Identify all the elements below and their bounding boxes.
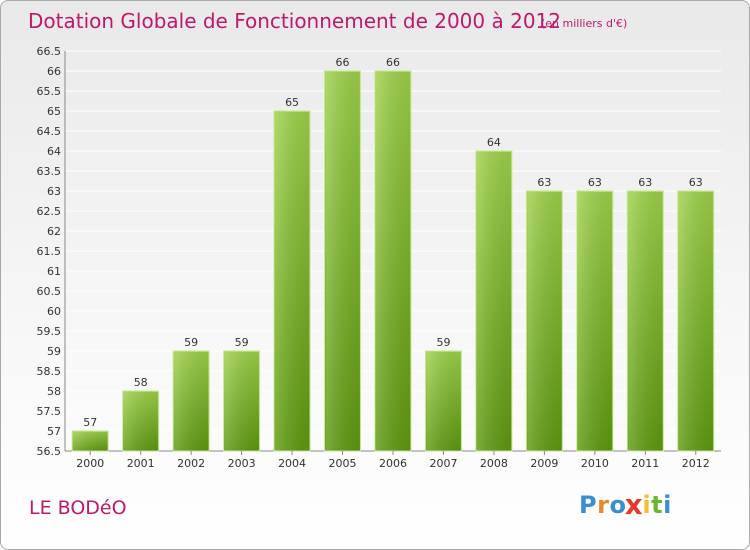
y-tick-label: 63	[47, 185, 61, 198]
y-tick-label: 62	[47, 225, 61, 238]
x-tick-label: 2009	[530, 457, 558, 470]
data-label: 59	[184, 336, 198, 349]
logo-letter: t	[651, 491, 664, 519]
y-tick-label: 59.5	[37, 325, 62, 338]
bar-shade	[678, 192, 713, 451]
logo-letter: x	[625, 488, 644, 522]
x-tick-label: 2011	[631, 457, 659, 470]
y-tick-label: 65	[47, 105, 61, 118]
logo-letter: i	[663, 491, 672, 519]
y-tick-label: 58.5	[37, 365, 62, 378]
chart-title: Dotation Globale de Fonctionnement de 20…	[28, 9, 561, 33]
proxiti-logo: Proxiti	[579, 488, 672, 522]
x-tick-label: 2008	[480, 457, 508, 470]
y-tick-label: 59	[47, 345, 61, 358]
bar-shade	[174, 352, 209, 451]
y-tick-label: 62.5	[37, 205, 62, 218]
chart-unit: (en milliers d'€)	[541, 17, 628, 30]
data-label: 63	[638, 176, 652, 189]
y-tick-label: 63.5	[37, 165, 62, 178]
logo-letter: P	[579, 491, 598, 519]
logo-letter: r	[597, 491, 610, 519]
y-tick-label: 64	[47, 145, 61, 158]
data-label: 59	[436, 336, 450, 349]
data-label: 58	[134, 376, 148, 389]
x-tick-label: 2010	[581, 457, 609, 470]
bar-shade	[577, 192, 612, 451]
data-label: 63	[689, 176, 703, 189]
x-tick-label: 2001	[127, 457, 155, 470]
x-tick-label: 2002	[177, 457, 205, 470]
bar-shade	[123, 392, 158, 451]
y-tick-label: 65.5	[37, 85, 62, 98]
data-label: 63	[588, 176, 602, 189]
data-label: 66	[386, 56, 400, 69]
y-tick-label: 56.5	[37, 445, 62, 458]
y-tick-label: 66.5	[37, 45, 62, 58]
bar-shade	[476, 152, 511, 451]
data-label: 59	[235, 336, 249, 349]
data-label: 64	[487, 136, 501, 149]
y-tick-label: 57.5	[37, 405, 62, 418]
data-label: 65	[285, 96, 299, 109]
x-tick-label: 2003	[228, 457, 256, 470]
y-tick-label: 66	[47, 65, 61, 78]
y-tick-label: 60	[47, 305, 61, 318]
y-tick-label: 64.5	[37, 125, 62, 138]
bar-shade	[275, 112, 310, 451]
y-tick-label: 61.5	[37, 245, 62, 258]
bar-shade	[527, 192, 562, 451]
bar-shade	[325, 72, 360, 451]
y-tick-label: 57	[47, 425, 61, 438]
y-tick-label: 61	[47, 265, 61, 278]
commune-name: LE BODéO	[29, 497, 127, 519]
bar-shade	[224, 352, 259, 451]
data-label: 66	[336, 56, 350, 69]
bar-shade	[426, 352, 461, 451]
x-tick-label: 2000	[76, 457, 104, 470]
y-tick-label: 60.5	[37, 285, 62, 298]
bar-shade	[376, 72, 410, 451]
data-label: 57	[83, 416, 97, 429]
x-tick-label: 2005	[329, 457, 357, 470]
x-tick-label: 2012	[682, 457, 710, 470]
x-tick-label: 2004	[278, 457, 306, 470]
bar-shade	[628, 192, 663, 451]
x-tick-label: 2006	[379, 457, 407, 470]
y-tick-label: 58	[47, 385, 61, 398]
logo-letter: i	[642, 491, 652, 519]
data-label: 63	[537, 176, 551, 189]
x-tick-label: 2007	[429, 457, 457, 470]
bar-shade	[73, 432, 108, 451]
logo-letter: o	[609, 491, 627, 519]
